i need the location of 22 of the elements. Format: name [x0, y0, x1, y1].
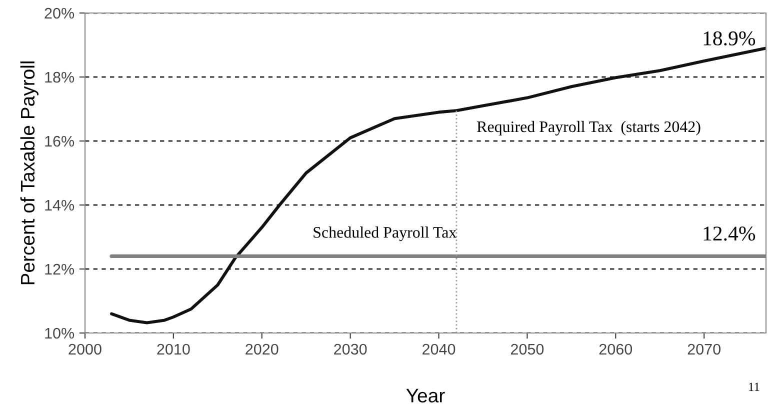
y-axis-title: Percent of Taxable Payroll [20, 62, 38, 284]
y-tick-label: 12% [45, 264, 74, 275]
text: 11 [749, 382, 760, 392]
annotation: 12.4% [704, 226, 756, 241]
y-tick-label: 18% [45, 72, 74, 83]
line-series [110, 46, 766, 324]
x-tick-label: 2070 [688, 344, 720, 355]
y-tick-label: 10% [45, 328, 74, 339]
x-tick-label: 2030 [334, 344, 367, 355]
y-tick-label: 16% [45, 136, 74, 147]
y-tick-label: 14% [45, 200, 74, 211]
annotation: Scheduled Payroll Tax [314, 226, 456, 242]
y-tick-label: 20% [44, 8, 74, 19]
x-tick-label: 2050 [510, 344, 544, 355]
x-axis-title: Year [406, 388, 445, 402]
x-tick-label: 2020 [246, 344, 278, 355]
annotation: 18.9% [704, 31, 756, 46]
x-tick-label: 2060 [599, 344, 632, 355]
annotation: Required Payroll Tax (starts 2042) [477, 120, 700, 136]
x-tick-label: 2040 [422, 344, 456, 355]
x-tick-label: 2010 [157, 344, 190, 355]
x-tick-label: 2000 [68, 344, 102, 355]
